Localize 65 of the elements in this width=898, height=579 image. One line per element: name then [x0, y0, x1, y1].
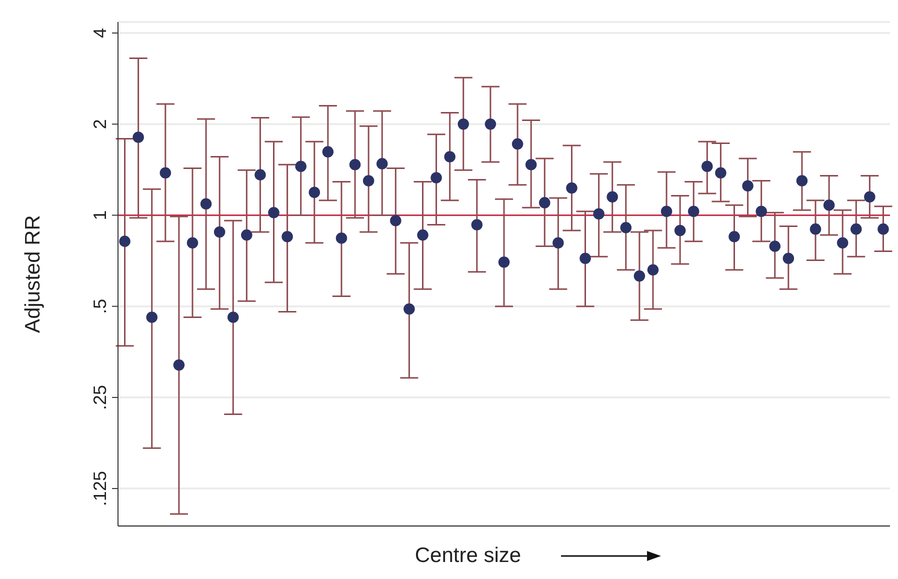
point: [160, 167, 172, 179]
point: [823, 199, 835, 211]
point: [674, 224, 686, 236]
point: [186, 237, 198, 249]
point: [376, 158, 388, 170]
y-tick-label: .125: [90, 471, 110, 506]
point: [173, 359, 185, 371]
point: [119, 236, 130, 247]
y-tick-label: .25: [90, 384, 110, 410]
y-axis-title: Adjusted RR: [21, 215, 44, 333]
point: [498, 256, 510, 268]
point: [458, 118, 470, 130]
point: [254, 169, 266, 180]
point: [227, 312, 239, 323]
point: [756, 206, 767, 217]
point: [742, 180, 754, 192]
point: [214, 226, 226, 238]
point: [836, 237, 848, 249]
point: [308, 186, 320, 198]
point: [430, 172, 442, 184]
point: [850, 223, 862, 235]
point: [769, 240, 781, 252]
point: [796, 175, 808, 186]
point: [282, 230, 293, 242]
point: [471, 219, 483, 230]
point: [810, 223, 822, 235]
point: [660, 206, 672, 217]
point: [688, 206, 700, 217]
point: [634, 270, 646, 282]
point: [146, 312, 158, 323]
point: [878, 223, 889, 235]
point: [484, 118, 496, 130]
point: [782, 252, 794, 264]
point: [647, 264, 659, 276]
point: [390, 214, 402, 226]
point: [336, 232, 348, 244]
point: [864, 191, 876, 202]
y-tick-label: 2: [90, 119, 110, 130]
point: [552, 237, 564, 249]
point: [580, 252, 591, 264]
point: [362, 175, 374, 186]
point: [417, 229, 428, 241]
y-tick-label: 1: [90, 210, 110, 220]
point: [715, 167, 726, 179]
point: [241, 229, 252, 241]
point: [566, 182, 578, 194]
point: [268, 206, 280, 218]
y-tick-label: .5: [90, 298, 110, 314]
point: [349, 158, 361, 170]
point: [593, 208, 604, 220]
point: [728, 230, 740, 242]
point: [606, 191, 618, 202]
point: [525, 158, 537, 170]
point: [404, 303, 415, 315]
point: [538, 197, 550, 208]
point: [322, 146, 334, 158]
y-tick-label: 4: [90, 28, 110, 38]
point: [132, 132, 144, 143]
point: [200, 198, 212, 210]
point: [295, 160, 306, 172]
x-axis-title: Centre size: [414, 544, 522, 568]
point: [702, 160, 713, 172]
point: [620, 222, 632, 234]
point: [444, 151, 456, 162]
point: [512, 138, 524, 150]
